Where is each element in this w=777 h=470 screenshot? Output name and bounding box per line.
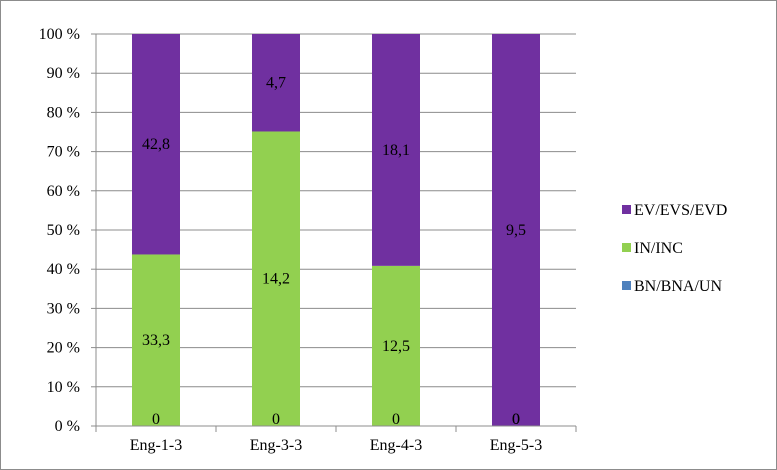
legend-label: IN/INC <box>634 240 683 257</box>
y-tick-label: 50 % <box>47 222 80 239</box>
x-tick-label: Eng-4-3 <box>370 437 422 454</box>
y-tick-label: 20 % <box>47 340 80 357</box>
data-label: 42,8 <box>142 136 170 153</box>
data-label: 18,1 <box>382 142 410 159</box>
y-tick-label: 60 % <box>47 183 80 200</box>
legend-swatch <box>622 243 631 252</box>
data-label: 0 <box>152 411 160 428</box>
y-tick-label: 10 % <box>47 379 80 396</box>
y-tick-label: 30 % <box>47 300 80 317</box>
data-label: 0 <box>512 411 520 428</box>
legend-label: BN/BNA/UN <box>634 278 722 295</box>
x-tick-label: Eng-3-3 <box>250 437 302 454</box>
data-label: 9,5 <box>506 222 526 239</box>
x-tick-label: Eng-1-3 <box>130 437 182 454</box>
data-label: 4,7 <box>266 75 286 92</box>
x-tick-label: Eng-5-3 <box>490 437 542 454</box>
data-label: 14,2 <box>262 271 290 288</box>
legend-swatch <box>622 205 631 214</box>
y-tick-label: 100 % <box>39 26 80 43</box>
data-label: 0 <box>392 411 400 428</box>
y-tick-label: 90 % <box>47 65 80 82</box>
legend: EV/EVS/EVD IN/INC BN/BNA/UN <box>622 202 727 295</box>
y-tick-label: 0 % <box>55 418 80 435</box>
data-label: 0 <box>272 411 280 428</box>
y-tick-label: 40 % <box>47 261 80 278</box>
data-label: 33,3 <box>142 332 170 349</box>
legend-swatch <box>622 281 631 290</box>
y-tick-label: 70 % <box>47 144 80 161</box>
data-label: 12,5 <box>382 338 410 355</box>
y-tick-label: 80 % <box>47 104 80 121</box>
legend-label: EV/EVS/EVD <box>634 202 727 219</box>
